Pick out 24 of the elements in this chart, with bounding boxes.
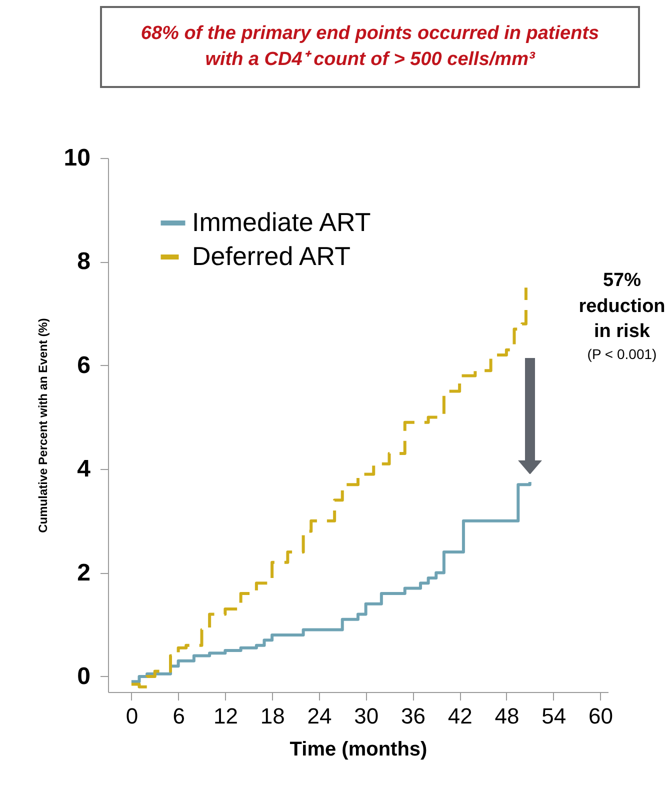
x-tick-label: 18 (260, 704, 285, 728)
y-tick-label: 2 (77, 559, 90, 586)
x-tick-label: 12 (213, 704, 238, 728)
y-tick-label: 8 (77, 248, 90, 276)
x-tick-label: 6 (172, 704, 185, 728)
y-tick-label: 10 (64, 144, 90, 172)
y-tick-label: 6 (77, 352, 90, 379)
x-tick-label: 48 (494, 704, 520, 728)
x-tick-label: 24 (307, 704, 332, 728)
annotation: (P < 0.001) (586, 344, 658, 364)
chart-title: 68% of the primary end points occurred in patients with a CD4⁺ count of > 500 cells/mm³ (100, 6, 640, 88)
x-tick-label: 60 (588, 704, 613, 728)
y-axis-title: Cumulative Percent with an Event (%) (36, 318, 50, 533)
y-tick-label: 4 (77, 456, 92, 483)
legend-label: Deferred ART (192, 241, 351, 271)
x-tick-label: 30 (354, 704, 379, 728)
y-tick-label: 0 (77, 662, 90, 690)
x-tick-label: 0 (126, 704, 138, 728)
x-tick-label: 54 (542, 704, 566, 728)
x-tick-label: 42 (448, 704, 472, 728)
x-axis-title: Time (months) (290, 738, 428, 760)
x-tick-label: 36 (400, 704, 426, 728)
legend-label: Immediate ART (192, 207, 371, 237)
annotation: 57% reduction in risk (578, 269, 666, 344)
